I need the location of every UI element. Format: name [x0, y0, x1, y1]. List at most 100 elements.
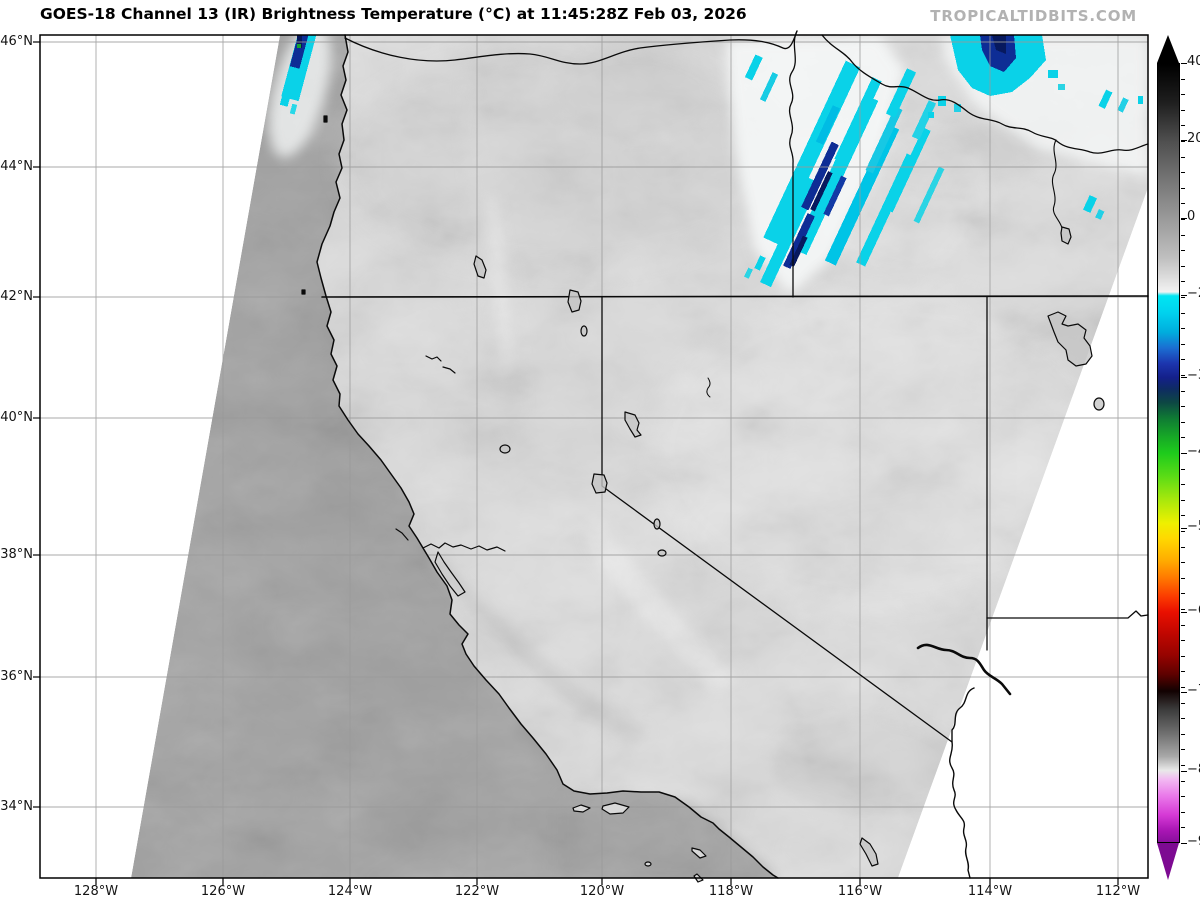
lakes [425, 226, 1105, 867]
colorbar-tick-label: −60 [1187, 603, 1200, 618]
geo-overlays [301, 30, 1149, 883]
colorbar-minor-tick [1181, 110, 1185, 111]
colorbar-tick-label: 20 [1187, 131, 1200, 146]
colorbar-minor-tick [1181, 671, 1185, 672]
colorbar-major-tick [1181, 140, 1187, 141]
utah-lake [1093, 397, 1105, 411]
colorbar-minor-tick [1181, 640, 1185, 641]
colorbar-major-tick [1181, 63, 1187, 64]
colorbar-major-tick [1181, 843, 1187, 844]
colorbar-minor-tick [1181, 796, 1185, 797]
colorado-river [949, 687, 975, 879]
colorbar-minor-tick [1181, 422, 1185, 423]
colorbar-minor-tick [1181, 328, 1185, 329]
salton-sea [859, 837, 879, 867]
y-tick-label: 44°N [0, 159, 33, 174]
y-tick-label: 36°N [0, 669, 33, 684]
colorbar-minor-tick [1181, 313, 1185, 314]
colorbar-minor-tick [1181, 593, 1185, 594]
pacific-coastline [316, 34, 779, 879]
pyramid-lake [624, 411, 642, 438]
x-tick-label: 118°W [708, 884, 754, 899]
x-tick-label: 126°W [200, 884, 246, 899]
sf-bay [395, 528, 506, 597]
colorbar-minor-tick [1181, 687, 1185, 688]
colorbar-minor-tick [1181, 625, 1185, 626]
colorbar-tick-label: −90 [1187, 834, 1200, 849]
colorbar-minor-tick [1181, 219, 1185, 220]
y-tick-label: 42°N [0, 289, 33, 304]
colorbar-minor-tick [1181, 500, 1185, 501]
colorbar-bottom-arrow [1157, 843, 1179, 880]
colorbar-top-arrow [1157, 35, 1179, 63]
colorbar-minor-tick [1181, 141, 1185, 142]
goose-lake [567, 289, 582, 313]
colorbar-minor-tick [1181, 547, 1185, 548]
colorbar-major-tick [1181, 295, 1187, 296]
colorbar-tick-label: 40 [1187, 54, 1200, 69]
axis-tick-marks [33, 41, 1119, 885]
colorbar-minor-tick [1181, 203, 1185, 204]
colorbar-minor-tick [1181, 188, 1185, 189]
colorbar-minor-tick [1181, 437, 1185, 438]
scan-edge-nodata-west [40, 35, 280, 878]
lake-tahoe [591, 473, 608, 494]
colorbar-major-tick [1181, 453, 1187, 454]
colorbar-minor-tick [1181, 781, 1185, 782]
shasta-lake [425, 355, 456, 374]
colorbar-minor-tick [1181, 406, 1185, 407]
colorbar-minor-tick [1181, 562, 1185, 563]
colorbar-major-tick [1181, 528, 1187, 529]
colorbar-major-tick [1181, 218, 1187, 219]
x-tick-label: 120°W [579, 884, 625, 899]
colorbar-major-tick [1181, 377, 1187, 378]
colorbar-minor-tick [1181, 469, 1185, 470]
border-42n [321, 295, 1149, 298]
colorbar-minor-tick [1181, 157, 1185, 158]
page-title: GOES-18 Channel 13 (IR) Brightness Tempe… [40, 5, 747, 23]
humboldt-river [706, 377, 711, 398]
x-tick-label: 114°W [967, 884, 1013, 899]
colorbar-minor-tick [1181, 297, 1185, 298]
colorbar-minor-tick [1181, 718, 1185, 719]
lake-mead [916, 643, 1012, 696]
y-tick-label: 46°N [0, 34, 33, 49]
colorbar-major-tick [1181, 771, 1187, 772]
colorbar-tick-label: 0 [1187, 209, 1196, 224]
mono-lake [657, 549, 667, 557]
upper-klamath-lake [473, 255, 487, 279]
cold-cloud-tops [279, 35, 1143, 288]
colorbar-minor-tick [1181, 515, 1185, 516]
x-tick-label: 112°W [1095, 884, 1141, 899]
colorbar-tick-label: −20 [1187, 286, 1200, 301]
y-tick-label: 38°N [0, 547, 33, 562]
map-frame [39, 34, 1149, 879]
colorbar-minor-tick [1181, 250, 1185, 251]
colorbar-minor-tick [1181, 391, 1185, 392]
y-tick-label: 40°N [0, 410, 33, 425]
colorbar-minor-tick [1181, 765, 1185, 766]
colorbar-minor-tick [1181, 94, 1185, 95]
colorbar-minor-tick [1181, 266, 1185, 267]
border-id-east [1051, 139, 1063, 229]
colorbar-minor-tick [1181, 172, 1185, 173]
border-ut-az [986, 610, 1149, 619]
colorbar-tick-label: −40 [1187, 444, 1200, 459]
border-or-id [788, 30, 798, 298]
colorbar-major-tick [1181, 612, 1187, 613]
eagle-lake [580, 325, 588, 337]
clear-lake [499, 444, 511, 454]
colorbar-minor-tick [1181, 827, 1185, 828]
bear-lake [1060, 226, 1072, 245]
colorbar-tick-label: −70 [1187, 683, 1200, 698]
colorbar-minor-tick [1181, 812, 1185, 813]
border-id-mt [821, 34, 1149, 154]
walker-lake [653, 518, 661, 530]
colorbar-minor-tick [1181, 484, 1185, 485]
colorbar-minor-tick [1181, 125, 1185, 126]
colorbar-minor-tick [1181, 578, 1185, 579]
colorbar [1157, 63, 1180, 843]
x-tick-label: 128°W [73, 884, 119, 899]
border-or-wa [344, 30, 798, 65]
